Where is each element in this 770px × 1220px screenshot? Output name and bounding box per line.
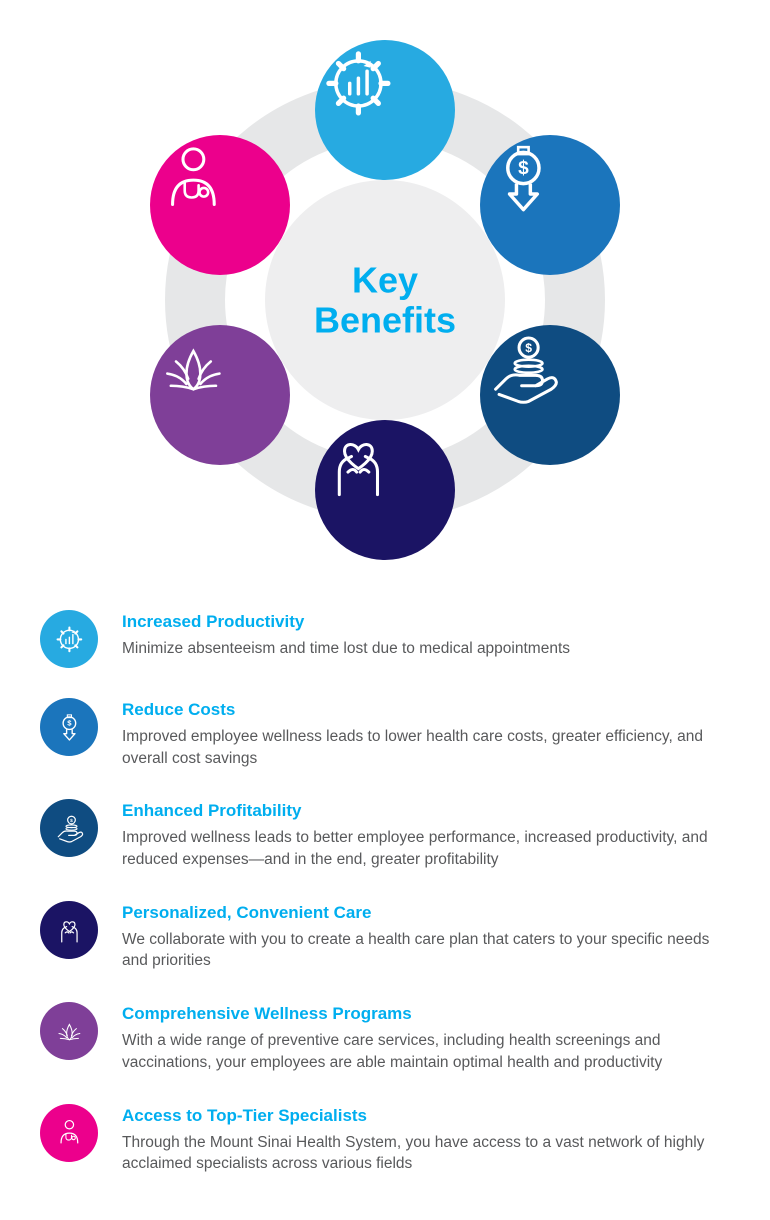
hand-coins-icon [480,325,620,465]
benefit-desc: Through the Mount Sinai Health System, y… [122,1132,730,1175]
benefit-text: Reduce Costs Improved employee wellness l… [122,698,730,769]
benefit-desc: Improved wellness leads to better employ… [122,827,730,870]
productivity-node [315,40,455,180]
dollar-down-icon [40,698,98,756]
lotus-icon [40,1002,98,1060]
benefit-desc: Improved employee wellness leads to lowe… [122,726,730,769]
benefit-title: Access to Top-Tier Specialists [122,1106,730,1126]
profitability-node [480,325,620,465]
benefit-row-productivity: Increased Productivity Minimize absenteei… [40,610,730,668]
doctor-icon [150,135,290,275]
benefit-desc: Minimize absenteeism and time lost due t… [122,638,730,660]
center-title: Key Benefits [314,260,456,339]
benefits-list: Increased Productivity Minimize absenteei… [40,610,730,1175]
specialists-node [150,135,290,275]
benefit-title: Reduce Costs [122,700,730,720]
benefit-row-specialists: Access to Top-Tier Specialists Through th… [40,1104,730,1175]
benefit-text: Comprehensive Wellness Programs With a wi… [122,1002,730,1073]
reduce-costs-node [480,135,620,275]
benefit-text: Increased Productivity Minimize absenteei… [122,610,730,660]
lotus-icon [150,325,290,465]
benefit-text: Enhanced Profitability Improved wellness … [122,799,730,870]
center-title-line2: Benefits [314,299,456,340]
benefit-text: Personalized, Convenient Care We collabor… [122,901,730,972]
benefit-title: Enhanced Profitability [122,801,730,821]
benefit-text: Access to Top-Tier Specialists Through th… [122,1104,730,1175]
benefit-row-personalized-care: Personalized, Convenient Care We collabor… [40,901,730,972]
benefit-title: Comprehensive Wellness Programs [122,1004,730,1024]
gear-chart-icon [40,610,98,668]
benefit-desc: With a wide range of preventive care ser… [122,1030,730,1073]
doctor-icon [40,1104,98,1162]
benefit-title: Increased Productivity [122,612,730,632]
benefit-title: Personalized, Convenient Care [122,903,730,923]
benefit-row-reduce-costs: Reduce Costs Improved employee wellness l… [40,698,730,769]
hands-heart-icon [315,420,455,560]
center-title-line1: Key [352,259,418,300]
benefit-row-profitability: Enhanced Profitability Improved wellness … [40,799,730,870]
hand-coins-icon [40,799,98,857]
hands-heart-icon [40,901,98,959]
benefit-desc: We collaborate with you to create a heal… [122,929,730,972]
dollar-down-icon [480,135,620,275]
benefit-row-wellness: Comprehensive Wellness Programs With a wi… [40,1002,730,1073]
personalized-care-node [315,420,455,560]
gear-chart-icon [315,40,455,180]
wellness-node [150,325,290,465]
key-benefits-radial: Key Benefits [115,30,655,570]
